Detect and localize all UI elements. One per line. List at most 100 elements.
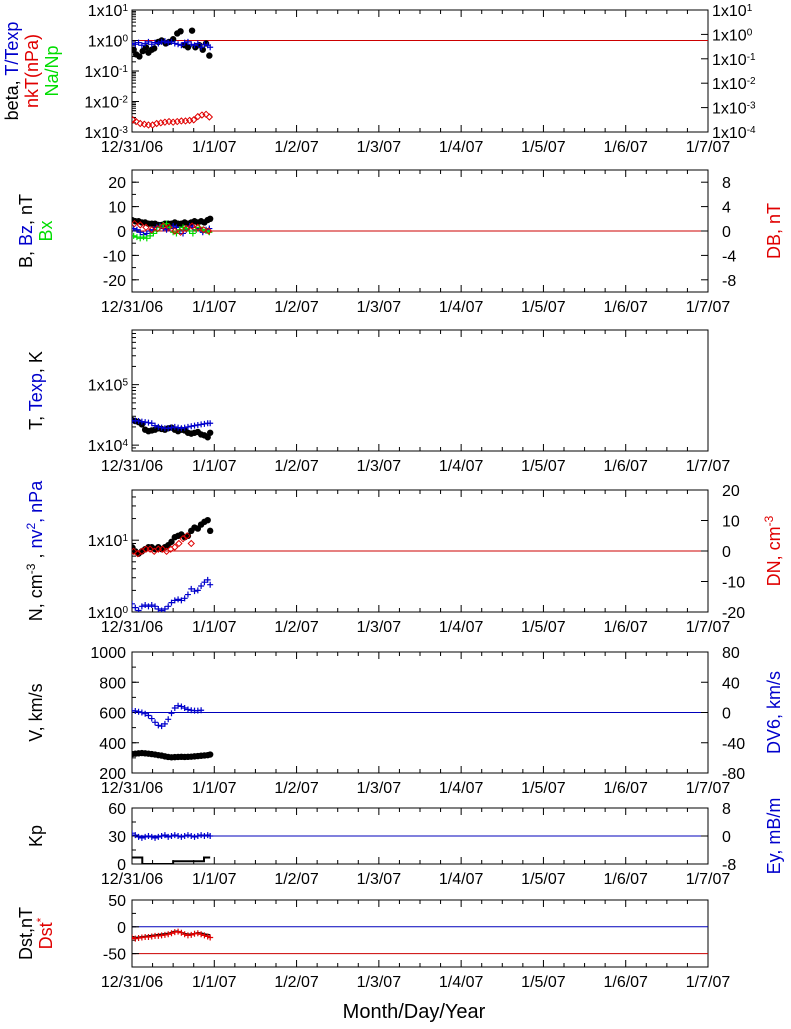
y-right-tick-label: 4 (722, 200, 731, 217)
data-point-plus (137, 229, 144, 236)
data-point-diamond (171, 543, 179, 551)
data-point-plus (201, 41, 208, 48)
data-point-plus (155, 722, 162, 729)
data-point-plus (161, 832, 168, 839)
y-right-tick-label: 0 (722, 829, 731, 846)
data-point-plus (135, 39, 142, 46)
y-axis-label: beta, T/Texp (2, 22, 22, 121)
y-tick-label: 1x10-3 (84, 125, 128, 143)
x-tick-label: 1/1/07 (192, 780, 237, 797)
data-point-dot (188, 27, 196, 34)
data-point-plus (171, 832, 178, 839)
data-point-plus (183, 225, 190, 232)
data-point-diamond (142, 223, 150, 232)
y-tick-label: 800 (99, 675, 126, 692)
y-tick-label: 600 (99, 706, 126, 723)
x-tick-label: 12/31/06 (101, 458, 163, 475)
y-tick-label: 60 (108, 801, 126, 818)
y-axis-label-right: DN, cm-3 (762, 515, 784, 586)
data-point-plus (184, 38, 191, 45)
series-layer (132, 702, 214, 761)
data-point-plus (140, 234, 147, 241)
y-axis-label-right: Ey, mB/m (764, 798, 784, 875)
data-point-plus (158, 424, 165, 431)
y-axis-label-right-run: Ey, mB/m (764, 798, 784, 875)
data-point-dot (136, 53, 143, 60)
y-tick-label: 1x10-2 (84, 94, 128, 112)
data-point-dot (206, 527, 214, 535)
y-right-tick-label: 1x10-2 (712, 76, 756, 94)
data-point-diamond (190, 116, 198, 124)
y-tick-label: 30 (108, 829, 126, 846)
y-tick-label: -10 (103, 248, 126, 265)
tick-exponent: -1 (119, 64, 128, 75)
data-point-plus (165, 39, 172, 46)
y-axis-label-right-run: DB, nT (764, 203, 784, 259)
tick-exponent: 0 (747, 27, 753, 38)
data-point-plus (163, 220, 170, 227)
data-point-plus (175, 424, 182, 431)
data-point-dot (206, 52, 213, 59)
data-point-plus (142, 833, 149, 840)
y-right-tick-label: 8 (722, 175, 731, 192)
x-tick-label: 1/4/07 (439, 974, 484, 991)
data-point-diamond (132, 219, 139, 228)
y-axis-label: T, Texp, K (26, 351, 46, 430)
data-point-plus (132, 830, 135, 837)
data-point-plus (198, 44, 205, 51)
data-point-plus (171, 423, 178, 430)
data-point-diamond (132, 117, 140, 126)
y-axis-label-run: , nPa (26, 480, 46, 523)
y-axis-label-run: N, cm (26, 574, 46, 621)
y-right-tick-label: 40 (722, 675, 740, 692)
data-point-diamond (171, 227, 179, 235)
data-point-diamond (183, 532, 191, 540)
data-point-plus (175, 41, 182, 48)
data-point-plus (148, 420, 155, 427)
x-tick-label: 1/3/07 (357, 458, 402, 475)
data-point-plus (168, 38, 175, 45)
data-point-plus (135, 708, 142, 715)
series-layer (132, 215, 214, 242)
x-tick-label: 1/5/07 (521, 139, 566, 156)
tick-exponent: -3 (747, 100, 756, 111)
data-point-plus (178, 425, 185, 432)
data-point-plus (184, 706, 191, 713)
data-point-plus (201, 932, 208, 939)
x-tick-label: 1/7/07 (686, 299, 731, 316)
y-axis-label: N, cm-3 , nv2, nPa (24, 480, 46, 621)
data-point-plus (207, 934, 214, 941)
data-point-plus (132, 41, 139, 48)
data-point-plus (181, 704, 188, 711)
data-point-plus (178, 703, 185, 710)
x-tick-label: 1/2/07 (274, 619, 319, 636)
y-axis-label-right-run: -3 (762, 515, 776, 526)
data-point-diamond (146, 545, 154, 553)
data-point-plus (152, 39, 159, 46)
data-point-plus (165, 425, 172, 432)
x-tick-label: 1/5/07 (521, 974, 566, 991)
x-tick-label: 1/2/07 (274, 780, 319, 797)
data-point-diamond (132, 116, 137, 124)
x-tick-label: 1/3/07 (357, 299, 402, 316)
x-tick-label: 1/7/07 (686, 871, 731, 888)
data-point-diamond (199, 226, 208, 234)
data-point-plus (198, 707, 205, 714)
x-tick-label: 1/2/07 (274, 871, 319, 888)
data-point-plus (175, 702, 182, 709)
data-point-plus (145, 833, 152, 839)
y-axis-label-run: Dst,nT (16, 907, 36, 960)
y-tick-label: 1x101 (88, 3, 129, 21)
x-tick-label: 12/31/06 (101, 871, 163, 888)
data-point-diamond (179, 534, 187, 543)
tick-exponent: 1 (122, 3, 128, 14)
tick-base: 1x10 (712, 101, 747, 118)
y-axis-label: B, Bz, nT (16, 194, 36, 268)
x-tick-label: 1/1/07 (192, 871, 237, 888)
tick-base: 1x10 (88, 438, 123, 455)
y-right-tick-label: -10 (722, 575, 745, 592)
data-point-diamond (153, 224, 162, 233)
data-point-dot (177, 28, 184, 35)
x-tick-label: 1/3/07 (357, 139, 402, 156)
data-point-plus (171, 704, 178, 711)
